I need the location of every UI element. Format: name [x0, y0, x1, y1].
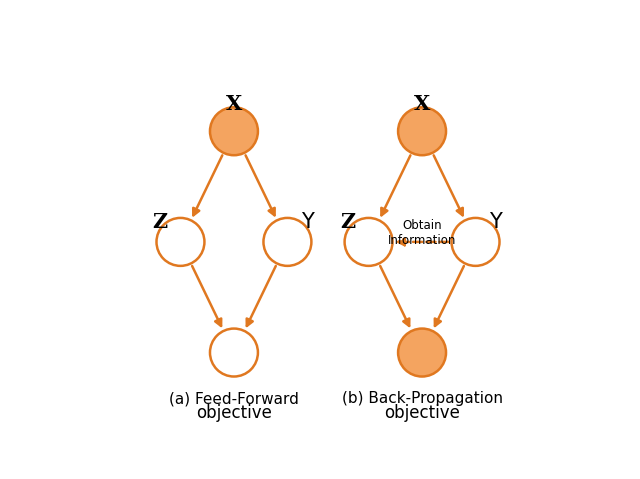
- Circle shape: [344, 218, 392, 266]
- Circle shape: [398, 107, 446, 155]
- Circle shape: [157, 218, 204, 266]
- Text: Z: Z: [340, 212, 356, 232]
- Text: Y: Y: [490, 212, 502, 232]
- Text: X: X: [226, 93, 242, 114]
- Text: Y: Y: [301, 212, 314, 232]
- Circle shape: [452, 218, 499, 266]
- Text: Obtain
Information: Obtain Information: [388, 219, 456, 247]
- Text: (b) Back-Propagation: (b) Back-Propagation: [342, 391, 502, 406]
- Text: (a) Feed-Forward: (a) Feed-Forward: [169, 391, 299, 406]
- Text: objective: objective: [384, 404, 460, 422]
- Circle shape: [398, 329, 446, 376]
- Circle shape: [210, 107, 258, 155]
- Text: X: X: [414, 93, 430, 114]
- Circle shape: [210, 329, 258, 376]
- Text: Z: Z: [152, 212, 168, 232]
- Text: objective: objective: [196, 404, 272, 422]
- Circle shape: [264, 218, 312, 266]
